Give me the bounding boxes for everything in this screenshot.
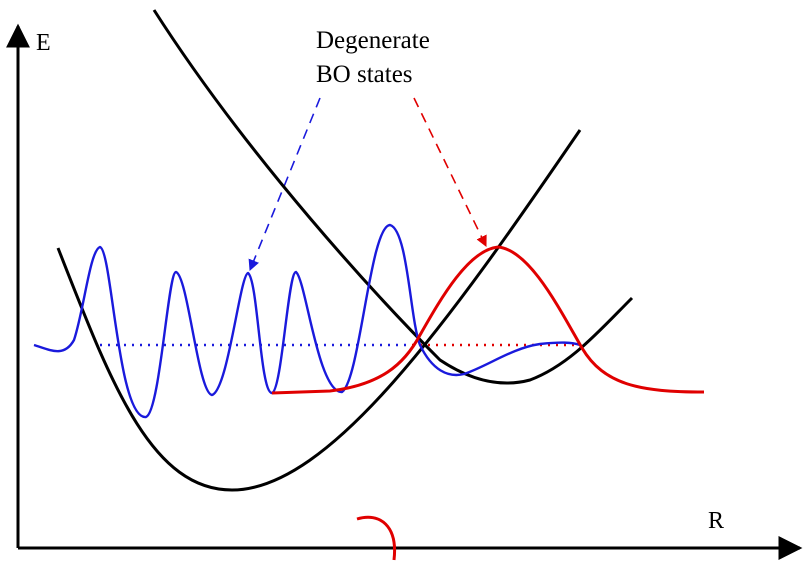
annotation-arrow-blue xyxy=(248,97,321,272)
right-state-wavefunction xyxy=(271,245,705,395)
annotation-line-1: Degenerate xyxy=(316,27,430,54)
annotation-arrow-red xyxy=(413,97,487,248)
left-potential-curve xyxy=(56,129,582,492)
annotation-line-2: BO states xyxy=(316,61,413,88)
red-arc-mark xyxy=(356,515,397,561)
left-state-wavefunction xyxy=(33,223,581,419)
y-axis-label: E xyxy=(36,30,51,56)
right-potential-curve xyxy=(152,9,634,385)
x-axis-label: R xyxy=(708,508,724,534)
